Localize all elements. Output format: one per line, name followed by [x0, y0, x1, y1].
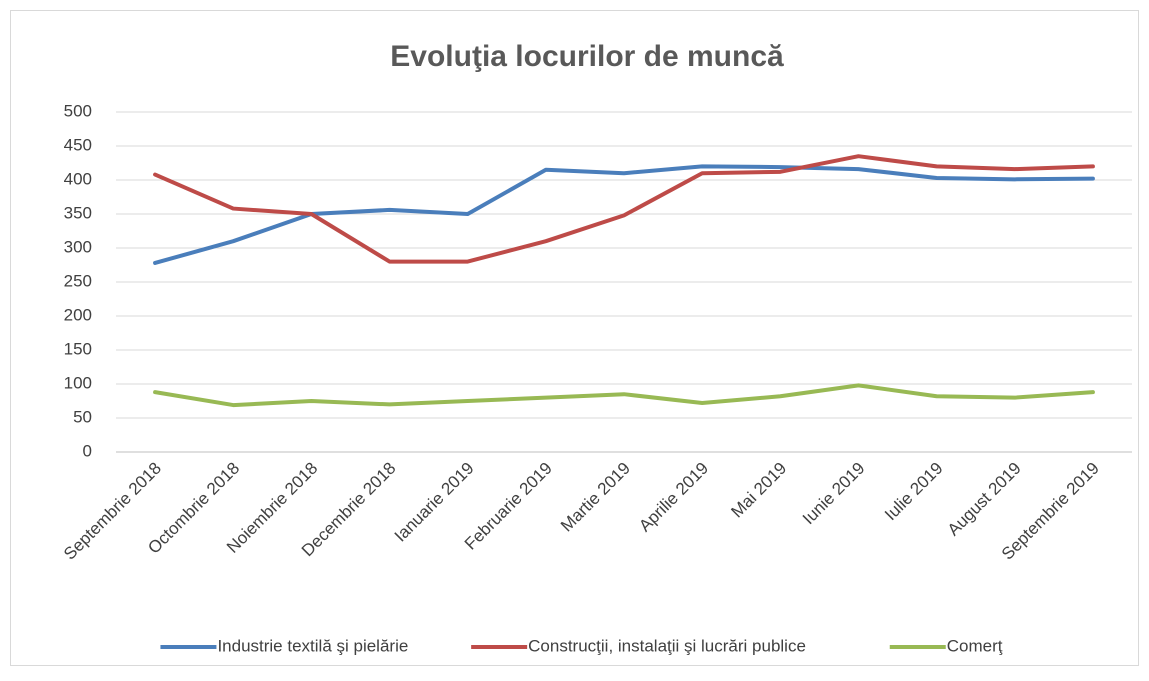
y-tick-label: 400 — [64, 169, 92, 188]
y-tick-label: 250 — [64, 271, 92, 290]
y-tick-label: 450 — [64, 135, 92, 154]
y-tick-label: 150 — [64, 339, 92, 358]
y-tick-label: 500 — [64, 101, 92, 120]
series-line — [153, 383, 1095, 408]
legend-label: Construcţii, instalaţii şi lucrări publi… — [528, 636, 806, 655]
legend-label: Comerţ — [947, 636, 1003, 655]
y-tick-label: 300 — [64, 237, 92, 256]
chart-title: Evoluţia locurilor de muncă — [390, 40, 784, 73]
legend-label: Industrie textilă şi pielărie — [217, 636, 408, 655]
y-tick-label: 100 — [64, 373, 92, 392]
series-line — [153, 154, 1095, 264]
chart-border — [10, 10, 1139, 666]
y-tick-label: 350 — [64, 203, 92, 222]
y-tick-label: 200 — [64, 305, 92, 324]
y-tick-label: 0 — [83, 441, 92, 460]
y-tick-label: 50 — [73, 407, 92, 426]
